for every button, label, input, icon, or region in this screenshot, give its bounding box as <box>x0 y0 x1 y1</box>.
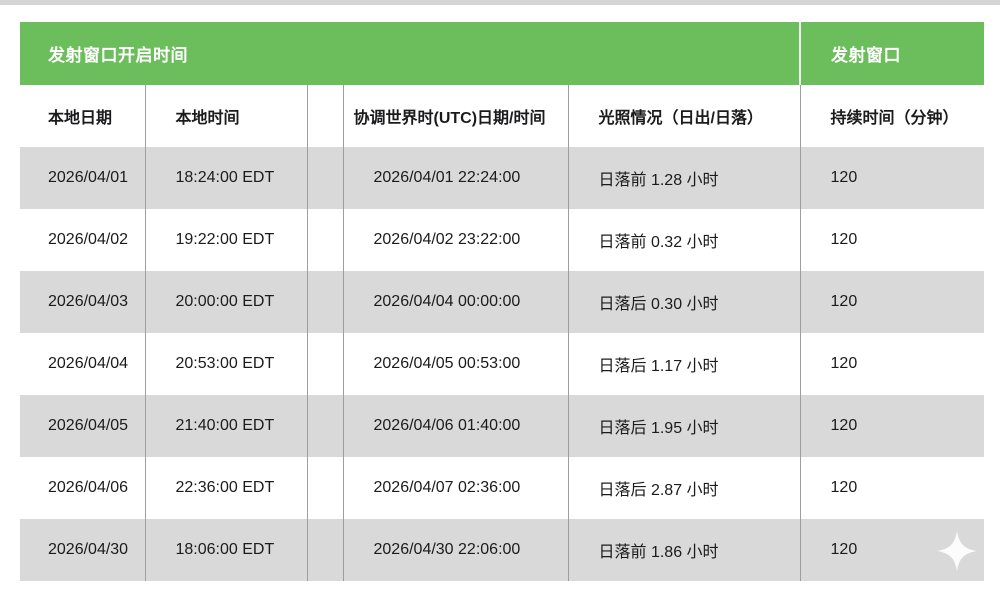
column-header-spacer <box>306 85 343 147</box>
cell-local-date: 2026/04/06 <box>48 479 129 496</box>
cell-local-date: 2026/04/01 <box>48 169 129 186</box>
cell-utc-datetime: 2026/04/01 22:24:00 <box>342 147 568 209</box>
cell-spacer <box>306 271 343 333</box>
cell-lighting-condition: 日落后 1.95 小时 <box>567 395 801 457</box>
group-header-launch-window: 发射窗口 <box>799 22 985 85</box>
cell-spacer <box>306 147 343 209</box>
column-header-lighting: 光照情况（日出/日落） <box>567 85 801 147</box>
cell-lighting-condition: 日落后 2.87 小时 <box>567 457 801 519</box>
cell-spacer <box>306 457 343 519</box>
cell-local-date: 2026/04/30 <box>48 541 129 558</box>
table-row: 2026/04/02 19:22:00 EDT 2026/04/02 23:22… <box>20 209 985 271</box>
cell-spacer <box>306 333 343 395</box>
cell-local-date: 2026/04/04 <box>48 355 129 372</box>
cell-utc-datetime: 2026/04/07 02:36:00 <box>342 457 568 519</box>
cell-lighting-condition: 日落后 1.17 小时 <box>567 333 801 395</box>
cell-utc-datetime: 2026/04/02 23:22:00 <box>342 209 568 271</box>
table-row: 2026/04/03 20:00:00 EDT 2026/04/04 00:00… <box>20 271 985 333</box>
table-row: 2026/04/01 18:24:00 EDT 2026/04/01 22:24… <box>20 147 985 209</box>
table-row: 2026/04/05 21:40:00 EDT 2026/04/06 01:40… <box>20 395 985 457</box>
cell-lighting-condition: 日落前 0.32 小时 <box>567 209 801 271</box>
column-header-local-date: 本地日期 <box>20 85 145 147</box>
cell-duration-minutes: 120 <box>799 333 985 395</box>
cell-utc-datetime: 2026/04/06 01:40:00 <box>342 395 568 457</box>
cell-lighting-condition: 日落前 1.28 小时 <box>567 147 801 209</box>
table-row: 2026/04/06 22:36:00 EDT 2026/04/07 02:36… <box>20 457 985 519</box>
cell-duration-minutes: 120 <box>799 395 985 457</box>
group-header-launch-open-time: 发射窗口开启时间 <box>20 22 801 85</box>
top-edge-line <box>0 0 1000 5</box>
column-header-duration: 持续时间（分钟） <box>799 85 985 147</box>
group-header-row: 发射窗口开启时间 发射窗口 <box>20 22 985 85</box>
cell-local-time: 18:06:00 EDT <box>144 519 307 581</box>
cell-local-time: 20:53:00 EDT <box>144 333 307 395</box>
table-body: 2026/04/01 18:24:00 EDT 2026/04/01 22:24… <box>20 147 985 581</box>
cell-utc-datetime: 2026/04/30 22:06:00 <box>342 519 568 581</box>
cell-local-date: 2026/04/03 <box>48 293 129 310</box>
cell-local-date: 2026/04/05 <box>48 417 129 434</box>
cell-spacer <box>306 519 343 581</box>
cell-duration-minutes: 120 <box>799 519 985 581</box>
table-row: 2026/04/30 18:06:00 EDT 2026/04/30 22:06… <box>20 519 985 581</box>
cell-local-time: 21:40:00 EDT <box>144 395 307 457</box>
cell-local-time: 19:22:00 EDT <box>144 209 307 271</box>
cell-duration-minutes: 120 <box>799 457 985 519</box>
cell-utc-datetime: 2026/04/04 00:00:00 <box>342 271 568 333</box>
cell-lighting-condition: 日落后 0.30 小时 <box>567 271 801 333</box>
cell-duration-minutes: 120 <box>799 271 985 333</box>
column-header-local-time: 本地时间 <box>144 85 307 147</box>
cell-local-time: 20:00:00 EDT <box>144 271 307 333</box>
cell-local-date: 2026/04/02 <box>48 231 129 248</box>
column-header-utc-datetime: 协调世界时(UTC)日期/时间 <box>342 85 568 147</box>
cell-utc-datetime: 2026/04/05 00:53:00 <box>342 333 568 395</box>
launch-window-table: 发射窗口开启时间 发射窗口 本地日期 本地时间 协调世界时(UTC)日期/时间 … <box>20 22 985 581</box>
cell-lighting-condition: 日落前 1.86 小时 <box>567 519 801 581</box>
column-header-row: 本地日期 本地时间 协调世界时(UTC)日期/时间 光照情况（日出/日落） 持续… <box>20 85 985 147</box>
table-row: 2026/04/04 20:53:00 EDT 2026/04/05 00:53… <box>20 333 985 395</box>
cell-spacer <box>306 209 343 271</box>
cell-local-time: 18:24:00 EDT <box>144 147 307 209</box>
cell-spacer <box>306 395 343 457</box>
cell-duration-minutes: 120 <box>799 209 985 271</box>
cell-local-time: 22:36:00 EDT <box>144 457 307 519</box>
cell-duration-minutes: 120 <box>799 147 985 209</box>
